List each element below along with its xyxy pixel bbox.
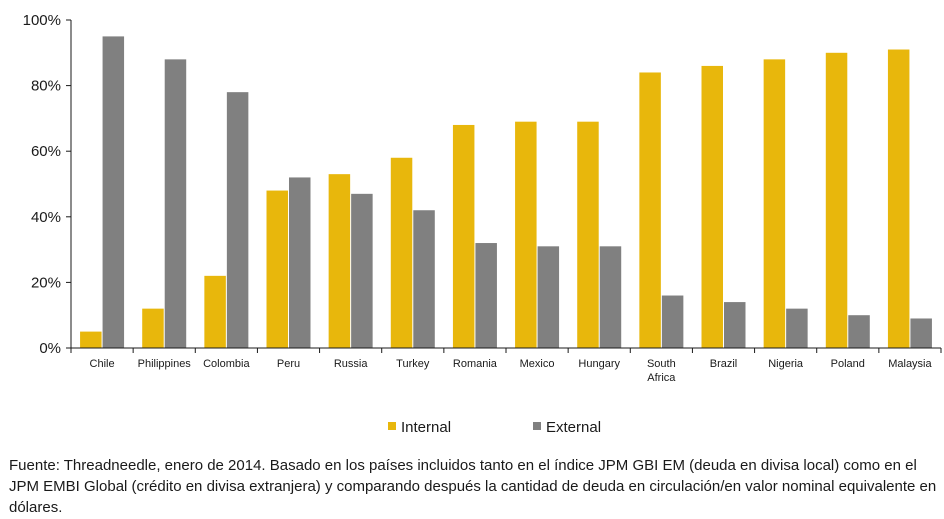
x-tick-label: Nigeria: [768, 358, 804, 370]
source-caption: Fuente: Threadneedle, enero de 2014. Bas…: [9, 457, 937, 516]
y-tick-label: 0%: [39, 340, 61, 357]
bar-external-colombia: [226, 92, 249, 348]
x-tick-label: Turkey: [396, 358, 430, 370]
bar-external-peru: [289, 177, 311, 348]
y-tick-label: 80%: [31, 78, 61, 95]
x-tick-label: Poland: [831, 358, 865, 370]
bar-external-nigeria: [786, 308, 808, 348]
bar-external-turkey: [413, 210, 435, 348]
x-tick-label: Philippines: [138, 358, 192, 370]
x-tick-label: Malaysia: [888, 358, 932, 370]
y-tick-label: 40%: [31, 209, 61, 226]
bar-external-philippines: [164, 59, 187, 349]
bar-internal-malaysia: [887, 49, 910, 349]
bar-external-mexico: [537, 246, 560, 348]
legend: Internal External: [388, 419, 601, 436]
x-tick-label: Chile: [90, 358, 115, 370]
bar-internal-nigeria: [763, 59, 786, 349]
bar-internal-turkey: [390, 157, 413, 348]
y-tick-label: 20%: [31, 274, 61, 291]
y-tick-label: 60%: [31, 143, 61, 160]
bar-external-romania: [475, 243, 497, 348]
bar-internal-philippines: [142, 308, 164, 348]
bar-internal-poland: [825, 52, 848, 349]
bar-external-hungary: [599, 246, 622, 348]
x-tick-label: Colombia: [203, 358, 250, 370]
bar-external-brazil: [724, 302, 746, 348]
bar-internal-colombia: [204, 275, 226, 348]
y-tick-label: 100%: [23, 12, 61, 29]
x-tick-label: Brazil: [710, 358, 738, 370]
axes-group: 0% 20% 40% 60% 80% 100% Chile Philippines Colomb…: [23, 12, 942, 384]
legend-label-internal: Internal: [401, 419, 451, 436]
x-tick-label: Russia: [334, 358, 369, 370]
bar-external-south-africa: [661, 295, 684, 348]
bar-internal-chile: [80, 331, 102, 348]
bar-internal-mexico: [515, 121, 537, 349]
x-tick-label: Peru: [277, 358, 300, 370]
legend-swatch-internal: [388, 422, 396, 430]
bars-group: [80, 36, 932, 349]
bar-chart: 0% 20% 40% 60% 80% 100% Chile Philippines Colomb…: [23, 12, 942, 436]
x-tick-label: Romania: [453, 358, 498, 370]
x-tick-label: Mexico: [520, 358, 555, 370]
bar-internal-romania: [452, 124, 475, 349]
bar-internal-brazil: [701, 65, 723, 349]
x-tick-label: South Africa: [647, 358, 676, 384]
bar-internal-hungary: [577, 121, 599, 349]
bar-internal-peru: [266, 190, 288, 348]
bar-external-malaysia: [910, 318, 932, 348]
x-tick-label: Hungary: [578, 358, 620, 370]
bar-external-russia: [351, 193, 373, 348]
legend-swatch-external: [533, 422, 541, 430]
legend-label-external: External: [546, 419, 601, 436]
bar-external-poland: [848, 315, 870, 348]
bar-internal-russia: [328, 174, 351, 348]
bar-external-chile: [102, 36, 125, 349]
bar-internal-south-africa: [639, 72, 661, 348]
